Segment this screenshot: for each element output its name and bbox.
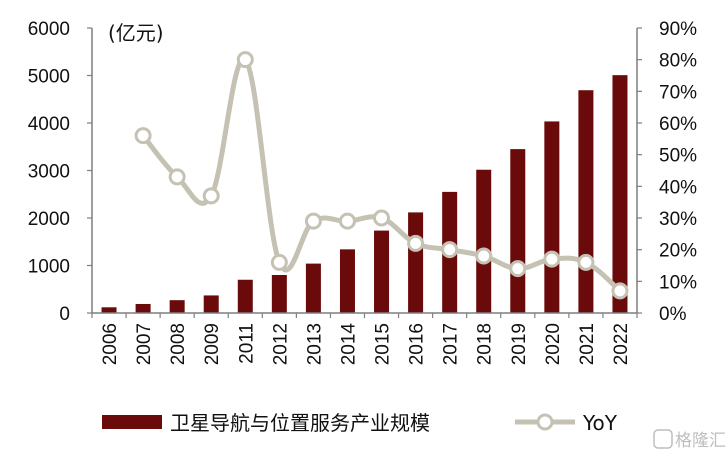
yoy-point-2014	[338, 212, 356, 230]
x-axis-labels: 2006 2007 2008 2009 2011 2012 2013 2014 2015 2016…	[100, 323, 632, 366]
bar-2021	[578, 90, 594, 313]
watermark-logo-icon	[653, 429, 673, 449]
bar-2020	[544, 121, 560, 314]
right-tick-label: 90%	[659, 19, 697, 40]
legend-bar-swatch	[102, 415, 162, 429]
bar-2006	[101, 307, 117, 313]
yoy-point-2019	[509, 260, 527, 278]
right-axis-ticks: 0% 10% 20% 30% 40% 50% 60% 70% 80% 90%	[637, 19, 697, 325]
left-tick-label: 0	[59, 304, 70, 325]
x-tick-label: 2013	[304, 323, 325, 365]
left-tick-label: 6000	[28, 19, 70, 40]
legend: 卫星导航与位置服务产业规模 YoY	[102, 411, 618, 435]
right-tick-label: 10%	[659, 272, 697, 293]
bar-2011	[237, 279, 253, 313]
right-tick-label: 20%	[659, 241, 697, 262]
yoy-point-2018	[475, 247, 493, 265]
bar-2009	[203, 295, 219, 313]
bar-2022	[612, 75, 628, 313]
yoy-point-2016	[407, 234, 425, 252]
right-tick-label: 40%	[659, 177, 697, 198]
left-tick-label: 4000	[28, 114, 70, 135]
left-tick-label: 5000	[28, 67, 70, 88]
legend-line-label: YoY	[582, 411, 618, 435]
yoy-point-2008	[168, 168, 186, 186]
left-tick-label: 1000	[28, 257, 70, 278]
bar-2018	[476, 169, 492, 313]
x-tick-label: 2006	[100, 323, 121, 365]
axes	[91, 28, 638, 318]
right-tick-label: 70%	[659, 82, 697, 103]
x-tick-label: 2017	[441, 323, 462, 365]
x-tick-label: 2015	[373, 323, 394, 365]
yoy-point-2011	[236, 51, 254, 69]
bar-2008	[169, 300, 185, 313]
x-tick-label: 2021	[577, 323, 598, 365]
x-tick-label: 2012	[270, 323, 291, 365]
unit-label: (亿元)	[108, 21, 164, 45]
bar-2016	[408, 212, 424, 313]
yoy-point-2022	[611, 282, 629, 300]
yoy-point-2020	[543, 250, 561, 268]
x-tick-label: 2014	[338, 323, 359, 366]
x-tick-label: 2008	[168, 323, 189, 365]
legend-line-marker	[536, 413, 554, 431]
right-tick-label: 80%	[659, 51, 697, 72]
watermark: 格隆汇	[653, 429, 726, 451]
right-tick-label: 30%	[659, 209, 697, 230]
yoy-point-2013	[304, 212, 322, 230]
legend-bar-label: 卫星导航与位置服务产业规模	[170, 411, 430, 435]
bar-2012	[271, 275, 287, 313]
yoy-point-2009	[202, 187, 220, 205]
left-axis-ticks: 0 1000 2000 3000 4000 5000 6000	[28, 19, 92, 325]
yoy-line-series	[134, 51, 629, 300]
watermark-text: 格隆汇	[675, 431, 726, 451]
bar-2013	[305, 263, 321, 313]
left-tick-label: 2000	[28, 209, 70, 230]
yoy-point-2007	[134, 127, 152, 145]
left-tick-label: 3000	[28, 162, 70, 183]
yoy-point-2015	[373, 209, 391, 227]
right-tick-label: 50%	[659, 146, 697, 167]
bar-2019	[510, 149, 526, 313]
bar-2007	[135, 303, 151, 313]
x-tick-label: 2007	[134, 323, 155, 365]
yoy-point-2017	[441, 241, 459, 259]
yoy-point-2021	[577, 253, 595, 271]
right-tick-label: 60%	[659, 114, 697, 135]
bar-2014	[339, 249, 355, 313]
x-tick-label: 2018	[475, 323, 496, 365]
right-tick-label: 0%	[659, 304, 687, 325]
bar-series	[101, 75, 628, 314]
x-tick-label: 2020	[543, 323, 564, 365]
x-tick-label: 2016	[407, 323, 428, 365]
x-tick-label: 2019	[509, 323, 530, 365]
x-tick-label: 2009	[202, 323, 223, 365]
bar-2015	[374, 230, 390, 313]
yoy-point-2012	[270, 253, 288, 271]
x-tick-label: 2011	[236, 323, 257, 364]
x-tick-label: 2022	[611, 323, 632, 365]
